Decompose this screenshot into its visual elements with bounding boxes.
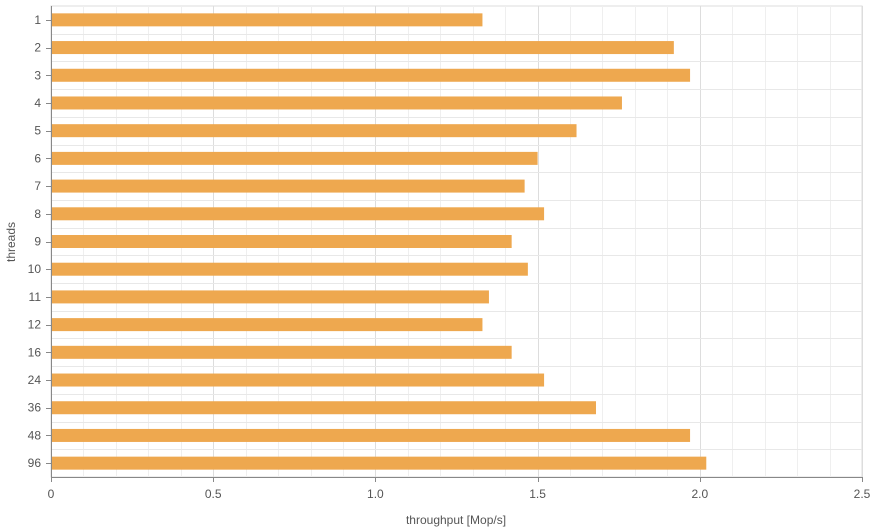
y-tick-label: 6 [34, 151, 41, 165]
x-axis-title: throughput [Mop/s] [406, 513, 506, 527]
y-tick-label: 8 [34, 207, 41, 221]
bar [51, 456, 707, 470]
bar [51, 124, 577, 138]
y-tick-label: 1 [34, 13, 41, 27]
bar [51, 318, 483, 332]
y-tick-label: 9 [34, 235, 41, 249]
y-tick-label: 16 [28, 345, 42, 359]
bar [51, 179, 525, 193]
bar [51, 345, 512, 359]
bar [51, 96, 622, 110]
bar [51, 373, 545, 387]
bar [51, 13, 483, 27]
y-tick-label: 11 [29, 290, 42, 304]
y-tick-label: 5 [34, 124, 41, 138]
bar [51, 41, 674, 55]
y-tick-label: 24 [28, 373, 42, 387]
x-tick-label: 0.5 [205, 487, 222, 501]
x-tick-label: 1.0 [367, 487, 384, 501]
x-tick-label: 2.5 [854, 487, 871, 501]
y-tick-label: 96 [28, 456, 42, 470]
bar [51, 290, 489, 304]
bar-series [51, 13, 707, 470]
y-tick-label: 12 [28, 318, 42, 332]
bar [51, 207, 545, 221]
y-axis-title: threads [4, 222, 18, 262]
x-tick-label: 2.0 [691, 487, 708, 501]
y-tick-label: 10 [28, 262, 42, 276]
x-tick-labels: 0 0.5 1.0 1.5 2.0 2.5 [48, 487, 871, 501]
y-tick-label: 7 [34, 179, 41, 193]
x-tick-label: 0 [48, 487, 55, 501]
axes [46, 6, 863, 482]
bar [51, 235, 512, 248]
y-tick-label: 4 [34, 96, 41, 110]
bar [51, 262, 528, 276]
bar [51, 68, 691, 82]
y-tick-label: 2 [34, 41, 41, 55]
y-tick-label: 48 [28, 428, 42, 442]
bar [51, 151, 538, 165]
x-tick-label: 1.5 [529, 487, 546, 501]
y-tick-label: 3 [34, 68, 41, 82]
bar [51, 401, 596, 415]
y-tick-label: 36 [28, 401, 42, 415]
bar [51, 428, 691, 442]
